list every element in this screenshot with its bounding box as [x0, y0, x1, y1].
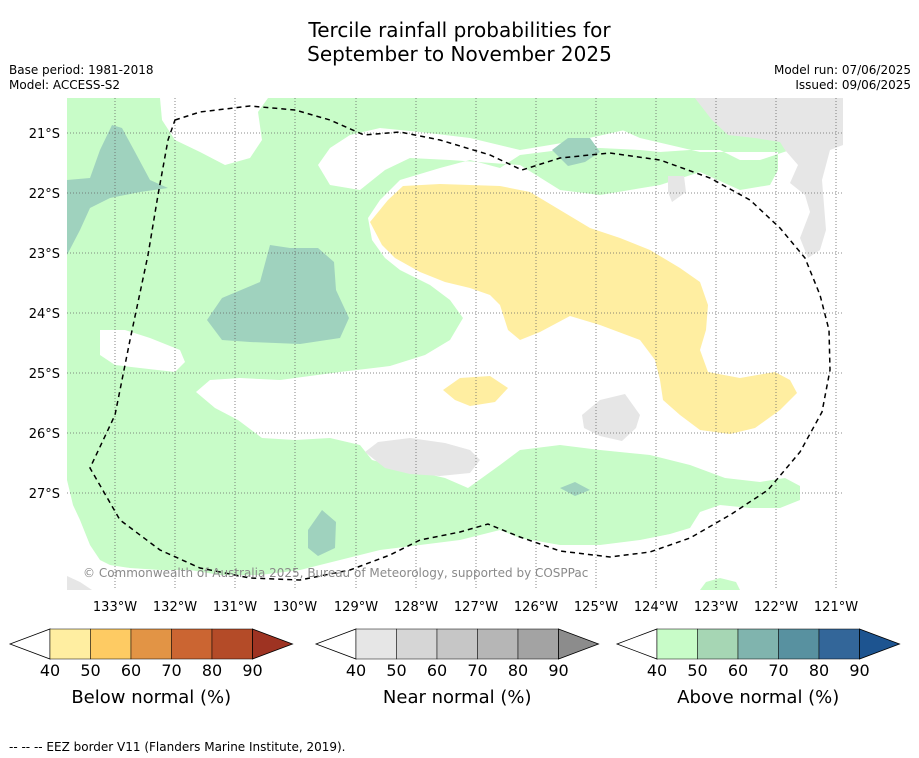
- colorbar-tick-label: 60: [427, 661, 447, 680]
- colorbar-segment: [737, 628, 779, 660]
- title-line-1: Tercile rainfall probabilities for: [308, 18, 611, 42]
- colorbar-segment: [171, 628, 213, 660]
- copyright-text: © Commonwealth of Australia 2025, Bureau…: [83, 566, 589, 580]
- colorbar-tick-label: 70: [467, 661, 487, 680]
- colorbar-segment: [477, 628, 519, 660]
- lat-label: 21°S: [29, 127, 60, 142]
- near-normal-region-south: [365, 438, 480, 476]
- lon-label: 130°W: [273, 600, 317, 615]
- lat-label: 24°S: [29, 307, 60, 322]
- page-title: Tercile rainfall probabilities for Septe…: [0, 18, 919, 66]
- colorbar-tick-label: 70: [768, 661, 788, 680]
- issued-text: Issued: 09/06/2025: [795, 78, 911, 92]
- meta-right: Model run: 07/06/2025 Issued: 09/06/2025: [774, 63, 911, 93]
- model-text: Model: ACCESS-S2: [9, 78, 121, 92]
- lon-label: 132°W: [153, 600, 197, 615]
- longitude-gridlines: [114, 98, 837, 590]
- lon-label: 131°W: [213, 600, 257, 615]
- eez-legend-footer: -- -- -- EEZ border V11 (Flanders Marine…: [9, 740, 346, 754]
- lat-label: 27°S: [29, 487, 60, 502]
- colorbar-segment: [818, 628, 860, 660]
- colorbar-near-normal: 40 50 60 70 80 90 Near normal (%): [314, 628, 600, 708]
- colorbar-tick-label: 50: [386, 661, 406, 680]
- below-normal-region-small: [443, 376, 508, 406]
- above-normal-patch-central: [207, 245, 349, 344]
- colorbar-extend-min: [8, 628, 51, 660]
- lon-label: 122°W: [754, 600, 798, 615]
- above-normal-patch-south: [308, 510, 336, 556]
- near-normal-region-corner: [67, 576, 92, 590]
- base-period-text: Base period: 1981-2018: [9, 63, 154, 77]
- colorbar-tick-label: 40: [346, 661, 366, 680]
- lon-label: 121°W: [814, 600, 858, 615]
- eez-border: [89, 105, 831, 581]
- lon-label: 123°W: [694, 600, 738, 615]
- colorbar-tick-label: 90: [548, 661, 568, 680]
- model-run-text: Model run: 07/06/2025: [773, 63, 911, 77]
- colorbar-tick-label: 70: [161, 661, 181, 680]
- colorbar-extend-max: [252, 628, 294, 660]
- colorbar-segment: [355, 628, 397, 660]
- map-plot-area: [67, 98, 843, 590]
- colorbar-title: Above normal (%): [677, 687, 839, 708]
- colorbar-segment: [436, 628, 478, 660]
- colorbar-segment: [49, 628, 91, 660]
- lon-label: 129°W: [334, 600, 378, 615]
- colorbar-above-normal: 40 50 60 70 80 90 Above normal (%): [615, 628, 901, 708]
- colorbar-title: Below normal (%): [71, 687, 231, 708]
- lat-label: 26°S: [29, 427, 60, 442]
- rainfall-map: 21°S 22°S 23°S 24°S 25°S 26°S 27°S 133°W…: [29, 98, 858, 615]
- colorbar-below-normal: 40 50 60 70 80 90 Below normal (%): [8, 628, 294, 708]
- near-normal-region-northeast: [695, 98, 843, 258]
- above-normal-patch-west: [67, 125, 168, 255]
- near-normal-region-center-east: [582, 394, 640, 441]
- lon-label: 133°W: [93, 600, 137, 615]
- lon-label: 127°W: [454, 600, 498, 615]
- colorbar-segment: [656, 628, 698, 660]
- colorbar-tick-label: 80: [508, 661, 528, 680]
- colorbar-segment: [778, 628, 820, 660]
- title-line-2: September to November 2025: [307, 42, 612, 66]
- lat-label: 22°S: [29, 187, 60, 202]
- colorbar-extend-min: [615, 628, 658, 660]
- colorbar-tick-label: 90: [242, 661, 262, 680]
- above-normal-region-south: [700, 578, 740, 590]
- above-normal-patch-small: [560, 482, 590, 496]
- below-normal-region-main: [370, 184, 797, 434]
- above-normal-patch-east: [552, 138, 600, 166]
- meta-left: Base period: 1981-2018 Model: ACCESS-S2: [9, 63, 154, 93]
- lon-label: 124°W: [634, 600, 678, 615]
- colorbar-tick-label: 80: [809, 661, 829, 680]
- colorbar-tick-label: 50: [80, 661, 100, 680]
- colorbar-extend-min: [314, 628, 357, 660]
- near-normal-region-east-small: [668, 176, 686, 202]
- colorbar-legends: 40 50 60 70 80 90 Below normal (%) 40 50 60 70 80 9…: [8, 628, 901, 708]
- colorbar-title: Near normal (%): [383, 687, 532, 708]
- lat-label: 23°S: [29, 247, 60, 262]
- colorbar-segment: [211, 628, 253, 660]
- colorbar-tick-label: 90: [849, 661, 869, 680]
- colorbar-tick-label: 40: [40, 661, 60, 680]
- lon-label: 125°W: [574, 600, 618, 615]
- colorbar-tick-label: 60: [728, 661, 748, 680]
- latitude-gridlines: [67, 132, 843, 494]
- lon-label: 126°W: [514, 600, 558, 615]
- colorbar-tick-label: 40: [647, 661, 667, 680]
- lon-label: 128°W: [394, 600, 438, 615]
- colorbar-tick-label: 50: [687, 661, 707, 680]
- colorbar-segment: [396, 628, 438, 660]
- latitude-labels: 21°S 22°S 23°S 24°S 25°S 26°S 27°S: [29, 127, 60, 502]
- colorbar-tick-label: 60: [121, 661, 141, 680]
- colorbar-segment: [90, 628, 132, 660]
- lat-label: 25°S: [29, 367, 60, 382]
- colorbar-extend-max: [859, 628, 901, 660]
- colorbar-segment: [697, 628, 739, 660]
- above-normal-region-north: [67, 98, 800, 575]
- colorbar-extend-max: [558, 628, 600, 660]
- colorbar-tick-label: 80: [202, 661, 222, 680]
- colorbar-segment: [130, 628, 172, 660]
- longitude-labels: 133°W 132°W 131°W 130°W 129°W 128°W 127°…: [93, 600, 858, 615]
- colorbar-segment: [517, 628, 559, 660]
